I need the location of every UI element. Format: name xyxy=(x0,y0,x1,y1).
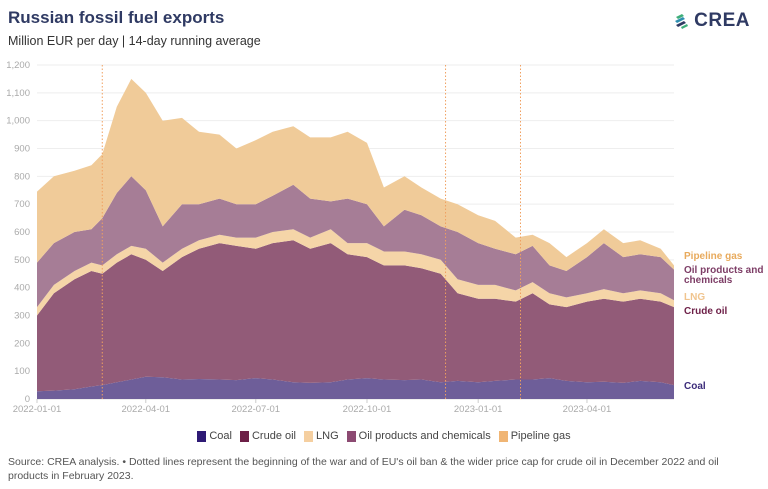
area-pipeline-gas xyxy=(37,78,674,272)
y-tick-label: 1,200 xyxy=(6,60,30,71)
legend-item[interactable]: Pipeline gas xyxy=(498,430,571,442)
y-tick-label: 200 xyxy=(14,338,30,349)
y-tick-label: 400 xyxy=(14,283,30,294)
y-tick-label: 300 xyxy=(14,311,30,322)
source-note: Source: CREA analysis. • Dotted lines re… xyxy=(8,456,719,482)
crea-logo: CREA xyxy=(673,10,750,32)
legend-label: Pipeline gas xyxy=(510,430,571,442)
area-lng xyxy=(37,229,674,316)
y-tick-label: 800 xyxy=(14,171,30,182)
area-crude-oil xyxy=(37,240,674,392)
y-tick-label: 600 xyxy=(14,227,30,238)
area-layers xyxy=(37,78,674,399)
legend-label: LNG xyxy=(316,430,339,442)
x-tick-label: 2023-04-01 xyxy=(563,404,612,415)
x-axis-ticks: 2022-01-01 2022-04-01 2022-07-01 2022-10-01… xyxy=(13,399,612,415)
chart-title: Russian fossil fuel exports xyxy=(8,8,225,27)
y-tick-label: 0 xyxy=(25,394,30,405)
series-label: Pipeline gas xyxy=(684,251,743,262)
legend-label: Crude oil xyxy=(251,430,297,442)
series-label: Crude oil xyxy=(684,306,728,317)
chart-subtitle: Million EUR per day | 14-day running ave… xyxy=(8,34,261,48)
legend-item[interactable]: Crude oil xyxy=(239,430,297,442)
legend: Coal Crude oil LNG Oil products and chemica… xyxy=(0,430,768,442)
legend-item[interactable]: Oil products and chemicals xyxy=(346,430,491,442)
legend-swatch xyxy=(304,430,314,442)
y-tick-label: 500 xyxy=(14,255,30,266)
x-tick-label: 2022-07-01 xyxy=(231,404,280,415)
legend-swatch xyxy=(239,430,249,442)
series-label: Coal xyxy=(684,381,706,392)
series-label: Oil products and chemicals xyxy=(684,265,763,286)
y-tick-label: 900 xyxy=(14,144,30,155)
y-tick-label: 100 xyxy=(14,366,30,377)
legend-swatch xyxy=(498,430,508,442)
x-tick-label: 2022-10-01 xyxy=(343,404,392,415)
legend-item[interactable]: LNG xyxy=(304,430,339,442)
area-oil-products-and-chemicals xyxy=(37,176,674,308)
area-coal xyxy=(37,376,674,399)
y-axis-ticks: 0 100 200 300 400 500 600 700 800 900 1,000 1,100 1,… xyxy=(6,60,30,405)
legend-label: Coal xyxy=(209,430,232,442)
stacked-area-chart: 0 100 200 300 400 500 600 700 800 900 1,000 1,100 1,… xyxy=(6,60,763,415)
x-tick-label: 2022-04-01 xyxy=(121,404,170,415)
series-label: LNG xyxy=(684,292,705,303)
crea-logo-text: CREA xyxy=(694,10,750,31)
x-tick-label: 2023-01-01 xyxy=(454,404,503,415)
legend-item[interactable]: Coal xyxy=(197,430,232,442)
y-tick-label: 1,100 xyxy=(6,88,30,99)
legend-swatch xyxy=(197,430,207,442)
legend-swatch xyxy=(346,430,356,442)
crea-logo-icon xyxy=(675,14,689,29)
series-labels: Coal Crude oil LNG Oil products and chemical… xyxy=(684,251,763,392)
x-tick-label: 2022-01-01 xyxy=(13,404,62,415)
y-tick-label: 700 xyxy=(14,199,30,210)
y-tick-label: 1,000 xyxy=(6,116,30,127)
legend-label: Oil products and chemicals xyxy=(358,430,491,442)
